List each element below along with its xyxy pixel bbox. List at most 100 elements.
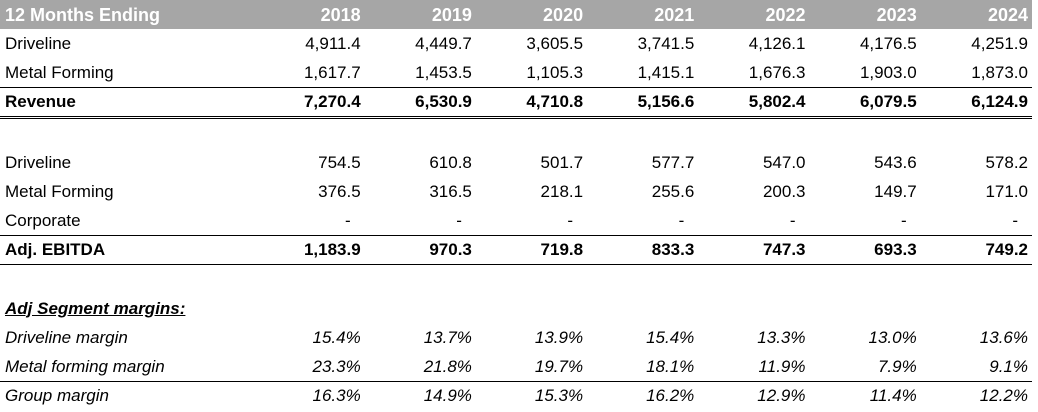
value-cell[interactable]: 14.9%: [364, 381, 476, 410]
value-cell[interactable]: 547.0: [762, 152, 806, 172]
value-cell[interactable]: 543.6: [874, 152, 917, 172]
value-cell[interactable]: 754.5: [318, 152, 361, 172]
value-cell[interactable]: 1,105.3: [526, 62, 584, 82]
year-header-cell[interactable]: 2019: [364, 0, 476, 29]
value-cell[interactable]: 577.7: [651, 152, 695, 172]
row-label-cell[interactable]: Group margin: [0, 381, 254, 410]
value-cell[interactable]: 200.3: [762, 181, 806, 201]
value-cell[interactable]: -: [678, 210, 685, 230]
value-cell[interactable]: 3,741.5: [637, 33, 695, 53]
empty-cell[interactable]: [365, 265, 476, 295]
value-cell[interactable]: 15.3%: [475, 381, 588, 410]
row-label-cell[interactable]: Metal Forming: [5, 181, 114, 201]
year-header-cell[interactable]: 2023: [809, 0, 921, 29]
row-label-cell[interactable]: Adj. EBITDA: [0, 235, 254, 265]
value-cell[interactable]: 3,605.5: [526, 33, 584, 53]
value-cell[interactable]: 501.7: [540, 152, 584, 172]
empty-cell[interactable]: [587, 265, 698, 295]
value-cell[interactable]: 4,126.1: [748, 33, 806, 53]
row-label-cell[interactable]: Metal Forming: [5, 62, 114, 82]
value-cell[interactable]: 4,911.4: [305, 33, 361, 53]
value-cell[interactable]: 4,176.5: [859, 33, 917, 53]
value-cell[interactable]: 1,903.0: [859, 62, 917, 82]
empty-cell[interactable]: [698, 265, 809, 295]
empty-cell[interactable]: [810, 294, 921, 323]
value-cell[interactable]: 15.4%: [312, 327, 361, 347]
value-cell[interactable]: 13.0%: [868, 327, 917, 347]
value-cell[interactable]: -: [901, 210, 907, 230]
value-cell[interactable]: 9.1%: [989, 356, 1028, 376]
empty-cell[interactable]: [921, 118, 1032, 149]
value-cell[interactable]: -: [789, 210, 796, 230]
total-value-cell[interactable]: 1,183.9: [253, 235, 365, 265]
value-cell[interactable]: -: [567, 210, 574, 230]
total-value-cell[interactable]: 6,124.9: [920, 87, 1032, 119]
section-title-cell[interactable]: Adj Segment margins:: [0, 294, 253, 323]
value-cell[interactable]: 19.7%: [534, 356, 584, 376]
value-cell[interactable]: -: [345, 210, 351, 230]
row-label-cell[interactable]: Driveline margin: [5, 327, 128, 347]
header-label-cell[interactable]: 12 Months Ending: [0, 0, 254, 29]
value-cell[interactable]: 4,251.9: [971, 33, 1028, 53]
row-label-cell[interactable]: Driveline: [5, 33, 72, 53]
value-cell[interactable]: 171.0: [985, 181, 1028, 201]
empty-cell[interactable]: [810, 265, 921, 295]
empty-cell[interactable]: [253, 265, 364, 295]
empty-cell[interactable]: [365, 294, 476, 323]
row-label-cell[interactable]: Metal forming margin: [5, 356, 165, 376]
value-cell[interactable]: 13.7%: [423, 327, 472, 347]
empty-cell[interactable]: [476, 118, 587, 149]
value-cell[interactable]: 1,676.3: [748, 62, 806, 82]
total-value-cell[interactable]: 5,802.4: [698, 87, 810, 119]
value-cell[interactable]: 4,449.7: [415, 33, 472, 53]
total-value-cell[interactable]: 693.3: [809, 235, 921, 265]
value-cell[interactable]: 11.4%: [809, 381, 921, 410]
value-cell[interactable]: 21.8%: [423, 356, 472, 376]
empty-cell[interactable]: [253, 294, 364, 323]
value-cell[interactable]: 610.8: [429, 152, 472, 172]
empty-cell[interactable]: [587, 294, 698, 323]
empty-cell[interactable]: [253, 118, 364, 149]
total-value-cell[interactable]: 833.3: [587, 235, 699, 265]
value-cell[interactable]: 23.3%: [312, 356, 361, 376]
total-value-cell[interactable]: 6,079.5: [809, 87, 921, 119]
value-cell[interactable]: 7.9%: [877, 356, 917, 376]
value-cell[interactable]: 13.9%: [534, 327, 584, 347]
value-cell[interactable]: 578.2: [985, 152, 1028, 172]
value-cell[interactable]: 149.7: [874, 181, 917, 201]
value-cell[interactable]: 255.6: [651, 181, 695, 201]
empty-cell[interactable]: [921, 294, 1032, 323]
total-value-cell[interactable]: 749.2: [920, 235, 1032, 265]
value-cell[interactable]: 376.5: [318, 181, 361, 201]
empty-cell[interactable]: [698, 294, 809, 323]
empty-cell[interactable]: [810, 118, 921, 149]
value-cell[interactable]: 316.5: [429, 181, 472, 201]
total-value-cell[interactable]: 5,156.6: [587, 87, 699, 119]
value-cell[interactable]: 1,453.5: [415, 62, 472, 82]
row-label-cell[interactable]: Corporate: [5, 210, 81, 230]
value-cell[interactable]: 15.4%: [646, 327, 695, 347]
empty-cell[interactable]: [587, 118, 698, 149]
value-cell[interactable]: 16.3%: [253, 381, 365, 410]
value-cell[interactable]: 218.1: [540, 181, 584, 201]
value-cell[interactable]: 1,415.1: [637, 62, 695, 82]
year-header-cell[interactable]: 2022: [698, 0, 810, 29]
value-cell[interactable]: 18.1%: [646, 356, 695, 376]
value-cell[interactable]: 12.9%: [698, 381, 810, 410]
total-value-cell[interactable]: 6,530.9: [364, 87, 476, 119]
row-label-cell[interactable]: Revenue: [0, 87, 254, 119]
row-label-cell[interactable]: Driveline: [5, 152, 72, 172]
empty-cell[interactable]: [0, 118, 253, 149]
value-cell[interactable]: 12.2%: [920, 381, 1032, 410]
value-cell[interactable]: 1,617.7: [303, 62, 361, 82]
empty-cell[interactable]: [365, 118, 476, 149]
value-cell[interactable]: 16.2%: [587, 381, 699, 410]
total-value-cell[interactable]: 970.3: [364, 235, 476, 265]
total-value-cell[interactable]: 7,270.4: [253, 87, 365, 119]
empty-cell[interactable]: [476, 294, 587, 323]
value-cell[interactable]: 13.6%: [979, 327, 1028, 347]
total-value-cell[interactable]: 747.3: [698, 235, 810, 265]
total-value-cell[interactable]: 4,710.8: [475, 87, 588, 119]
empty-cell[interactable]: [0, 265, 253, 295]
empty-cell[interactable]: [476, 265, 587, 295]
